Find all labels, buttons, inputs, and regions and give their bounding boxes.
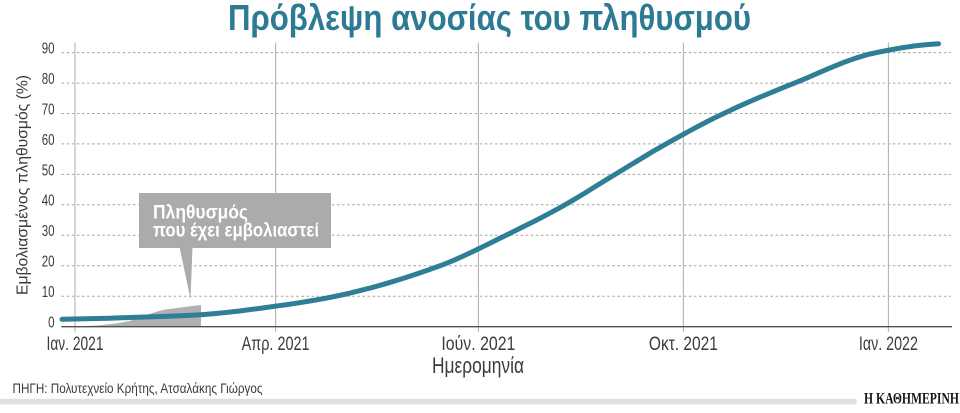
svg-text:Πληθυσμός: Πληθυσμός xyxy=(153,203,248,224)
svg-text:Απρ. 2021: Απρ. 2021 xyxy=(242,333,310,355)
svg-text:60: 60 xyxy=(42,132,55,149)
svg-text:90: 90 xyxy=(42,41,55,58)
svg-text:20: 20 xyxy=(42,254,55,271)
svg-text:Εμβολιασμένος πληθυσμός (%): Εμβολιασμένος πληθυσμός (%) xyxy=(15,75,32,295)
svg-text:Ιαν. 2022: Ιαν. 2022 xyxy=(859,333,918,355)
svg-text:40: 40 xyxy=(42,193,55,210)
svg-text:10: 10 xyxy=(42,284,55,301)
svg-text:ΠΗΓΗ: Πολυτεχνείο Κρήτης, Ατσα: ΠΗΓΗ: Πολυτεχνείο Κρήτης, Ατσαλάκης Γιώρ… xyxy=(13,381,263,396)
svg-text:70: 70 xyxy=(42,101,55,118)
svg-text:50: 50 xyxy=(42,162,55,179)
svg-text:Ιαν. 2021: Ιαν. 2021 xyxy=(47,333,104,355)
svg-text:Η ΚΑΘΗΜΕΡΙΝΗ: Η ΚΑΘΗΜΕΡΙΝΗ xyxy=(864,391,959,408)
svg-text:30: 30 xyxy=(42,223,55,240)
svg-text:Ιούν. 2021: Ιούν. 2021 xyxy=(441,333,515,355)
svg-text:0: 0 xyxy=(48,315,54,332)
svg-text:Πρόβλεψη ανοσίας του πληθυσμού: Πρόβλεψη ανοσίας του πληθυσμού xyxy=(228,0,751,38)
svg-text:που έχει εμβολιαστεί: που έχει εμβολιαστεί xyxy=(153,221,319,242)
svg-text:Οκτ. 2021: Οκτ. 2021 xyxy=(649,333,718,355)
svg-text:80: 80 xyxy=(42,71,55,88)
svg-text:Ημερομηνία: Ημερομηνία xyxy=(432,353,524,378)
